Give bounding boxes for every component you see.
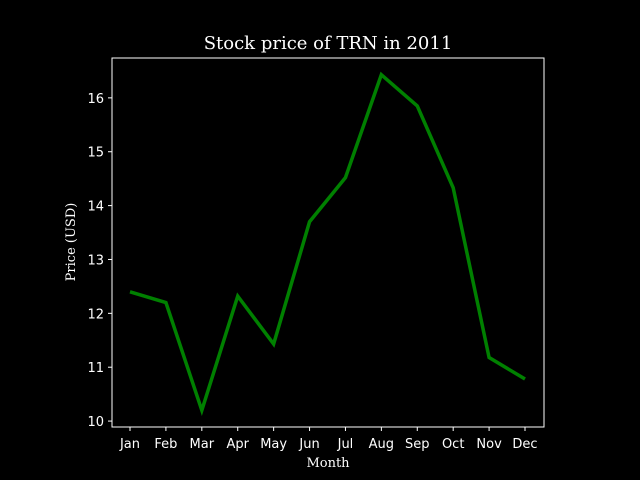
y-tick-label: 15	[87, 146, 104, 161]
x-tick-label: Aug	[369, 437, 394, 452]
y-axis-label: Price (USD)	[64, 203, 79, 282]
x-tick-label: Feb	[154, 437, 177, 452]
x-tick-label: May	[260, 437, 287, 452]
plot-area: 10 11 12 13 14 15 16 Jan Feb Mar Apr May Jun Jul Aug Se…	[87, 71, 538, 452]
x-tick-label: Jan	[119, 437, 140, 452]
axes-frame	[111, 57, 545, 428]
x-axis-label: Month	[306, 456, 350, 471]
chart-title: Stock price of TRN in 2011	[204, 33, 453, 54]
y-tick-label: 12	[87, 307, 104, 322]
x-tick-label: Oct	[442, 437, 464, 452]
x-tick-label: Jul	[337, 437, 354, 452]
x-tick-label: Dec	[512, 437, 537, 452]
y-tick-label: 13	[87, 253, 104, 268]
x-tick-label: Jun	[298, 437, 319, 452]
x-tick-label: Apr	[226, 437, 249, 452]
x-tick-label: Nov	[476, 437, 502, 452]
y-tick-label: 16	[87, 92, 104, 107]
y-tick-label: 10	[87, 415, 104, 430]
y-tick-label: 14	[87, 200, 104, 215]
x-tick-label: Sep	[405, 437, 430, 452]
x-tick-label: Mar	[190, 437, 215, 452]
price-line	[129, 71, 526, 416]
y-tick-label: 11	[87, 361, 104, 376]
